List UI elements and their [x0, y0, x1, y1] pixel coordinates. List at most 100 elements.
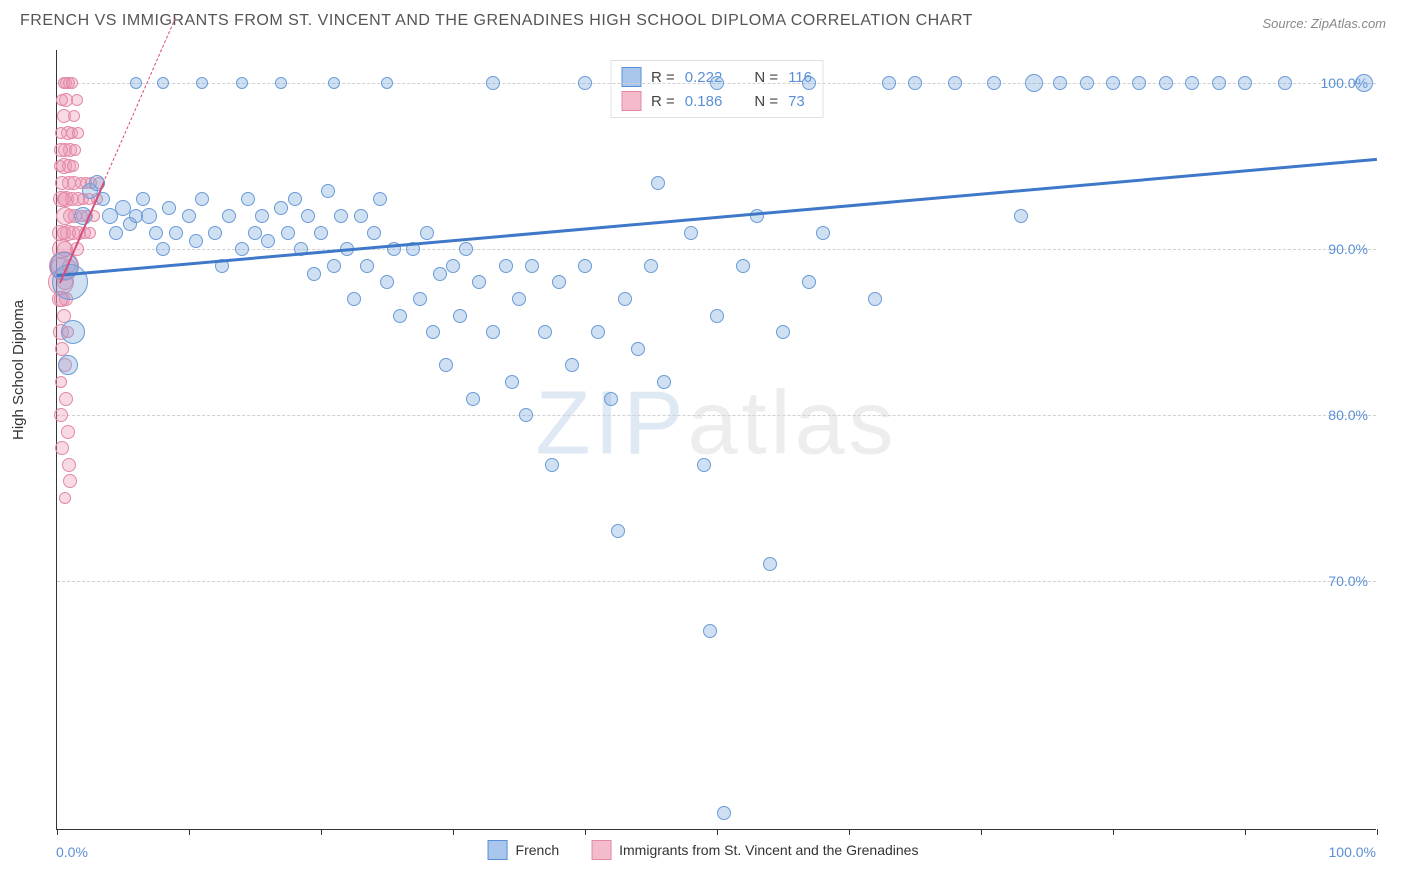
x-tick: [189, 829, 190, 835]
french-point: [1159, 76, 1173, 90]
french-point: [453, 309, 467, 323]
french-point: [802, 76, 816, 90]
immigrants-point: [67, 160, 79, 172]
french-point: [327, 259, 341, 273]
chart-title: FRENCH VS IMMIGRANTS FROM ST. VINCENT AN…: [20, 12, 973, 30]
french-point: [235, 242, 249, 256]
french-point: [618, 292, 632, 306]
french-point: [802, 275, 816, 289]
x-axis-min-label: 0.0%: [56, 844, 88, 860]
immigrants-point: [69, 144, 81, 156]
french-point: [763, 557, 777, 571]
french-point: [360, 259, 374, 273]
immigrants-point: [54, 143, 68, 157]
x-tick: [453, 829, 454, 835]
french-point: [1185, 76, 1199, 90]
french-point: [1014, 209, 1028, 223]
french-point: [816, 226, 830, 240]
y-tick-label: 70.0%: [1328, 573, 1368, 589]
french-point: [651, 176, 665, 190]
r-value-immigrants: 0.186: [685, 93, 723, 110]
french-point: [274, 201, 288, 215]
french-point: [948, 76, 962, 90]
french-point: [208, 226, 222, 240]
french-point: [644, 259, 658, 273]
x-tick: [321, 829, 322, 835]
immigrants-point: [55, 441, 69, 455]
immigrants-point: [54, 160, 66, 172]
french-point: [1053, 76, 1067, 90]
french-point: [236, 77, 248, 89]
immigrants-point: [63, 474, 77, 488]
french-point: [169, 226, 183, 240]
french-point: [505, 375, 519, 389]
french-point: [136, 192, 150, 206]
french-point: [58, 355, 78, 375]
french-point: [591, 325, 605, 339]
r-label: R =: [651, 93, 675, 110]
y-axis-label: High School Diploma: [10, 300, 27, 440]
french-point: [710, 309, 724, 323]
legend-label-immigrants: Immigrants from St. Vincent and the Gren…: [619, 842, 918, 858]
french-point: [1025, 74, 1043, 92]
immigrants-point: [62, 458, 76, 472]
immigrants-point: [61, 425, 75, 439]
french-point: [604, 392, 618, 406]
french-point: [908, 76, 922, 90]
chart-container: FRENCH VS IMMIGRANTS FROM ST. VINCENT AN…: [0, 0, 1406, 892]
immigrants-point: [57, 226, 71, 240]
french-point: [328, 77, 340, 89]
french-point: [565, 358, 579, 372]
plot-area: ZIPatlas R = 0.222 N = 116 R = 0.186 N =…: [56, 50, 1376, 830]
x-tick: [1245, 829, 1246, 835]
french-point: [657, 375, 671, 389]
french-point: [130, 77, 142, 89]
immigrants-point: [71, 94, 83, 106]
immigrants-point: [68, 110, 80, 122]
french-point: [433, 267, 447, 281]
x-tick: [1113, 829, 1114, 835]
x-tick: [981, 829, 982, 835]
french-point: [109, 226, 123, 240]
immigrants-point: [54, 408, 68, 422]
french-point: [373, 192, 387, 206]
x-axis-max-label: 100.0%: [1329, 844, 1376, 860]
immigrants-point: [57, 192, 71, 206]
french-point: [347, 292, 361, 306]
french-point: [1080, 76, 1094, 90]
immigrants-trendline-projection: [103, 17, 177, 183]
immigrants-point: [72, 127, 84, 139]
legend-row-immigrants: R = 0.186 N = 73: [621, 89, 812, 113]
french-point: [466, 392, 480, 406]
immigrants-point: [55, 376, 67, 388]
x-tick: [717, 829, 718, 835]
french-point: [314, 226, 328, 240]
french-point: [538, 325, 552, 339]
french-point: [459, 242, 473, 256]
french-point: [354, 209, 368, 223]
french-point: [189, 234, 203, 248]
french-point: [446, 259, 460, 273]
n-label: N =: [754, 93, 778, 110]
french-point: [334, 209, 348, 223]
french-point: [882, 76, 896, 90]
french-point: [281, 226, 295, 240]
french-point: [486, 325, 500, 339]
french-point: [367, 226, 381, 240]
immigrants-point: [55, 342, 69, 356]
french-point: [61, 320, 85, 344]
n-value-immigrants: 73: [788, 93, 805, 110]
immigrants-point: [84, 227, 96, 239]
french-point: [552, 275, 566, 289]
french-point: [196, 77, 208, 89]
watermark: ZIPatlas: [535, 372, 897, 475]
french-point: [222, 209, 236, 223]
french-point: [499, 259, 513, 273]
gridline: [57, 415, 1376, 416]
french-point: [710, 76, 724, 90]
french-point: [439, 358, 453, 372]
french-point: [182, 209, 196, 223]
french-point: [512, 292, 526, 306]
french-point: [380, 275, 394, 289]
french-point: [578, 259, 592, 273]
